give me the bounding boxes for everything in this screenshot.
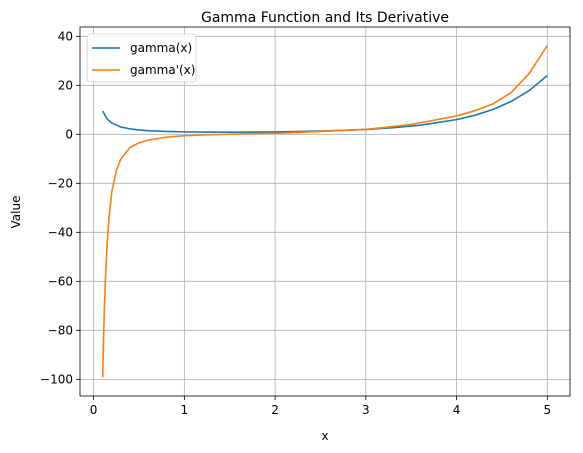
y-tick-label: 40 [58,29,73,43]
legend-label-1: gamma'(x) [130,63,195,77]
series-line-0 [101,74,548,133]
y-tick-label: −20 [48,176,73,190]
x-tick-label: 5 [543,403,551,417]
grid [80,27,570,396]
y-tick-label: −80 [48,323,73,337]
y-tick-label: −60 [48,274,73,288]
series-group [101,45,548,378]
y-tick-label: −40 [48,225,73,239]
x-axis: 0 1 2 3 4 5 [90,396,551,417]
x-tick-label: 0 [90,403,98,417]
x-tick-label: 3 [362,403,370,417]
y-tick-label: −100 [40,372,73,386]
x-axis-title: x [321,429,328,443]
series-line-1 [101,45,548,378]
x-tick-label: 4 [453,403,461,417]
chart-title: Gamma Function and Its Derivative [201,10,449,26]
y-tick-label: 20 [58,78,73,92]
legend-label-0: gamma(x) [130,41,192,55]
x-tick-label: 1 [181,403,189,417]
y-axis: −100 −80 −60 −40 −20 0 20 40 [40,29,80,386]
y-tick-label: 0 [65,127,73,141]
y-axis-title: Value [9,196,23,229]
x-tick-label: 2 [271,403,279,417]
plot-frame [79,26,571,397]
legend: gamma(x) gamma'(x) [86,33,197,83]
